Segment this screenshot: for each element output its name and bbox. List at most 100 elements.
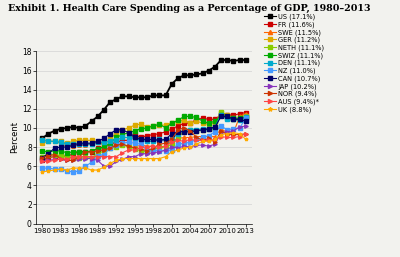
NETH (11.1%): [40, 155, 44, 158]
GER (11.2%): [237, 117, 242, 120]
NZ (11.0%): [120, 142, 125, 145]
SWIZ (11.1%): [102, 145, 106, 149]
AUS (9.4%)*: [83, 155, 88, 158]
NETH (11.1%): [188, 128, 193, 131]
UK (8.8%): [163, 155, 168, 158]
UK (8.8%): [176, 148, 180, 151]
SWIZ (11.1%): [120, 133, 125, 136]
SWIZ (11.1%): [46, 150, 51, 153]
CAN (10.7%): [71, 144, 76, 147]
NOR (9.4%): [244, 132, 248, 135]
AUS (9.4%)*: [169, 141, 174, 144]
Line: UK (8.8%): UK (8.8%): [40, 131, 248, 174]
NZ (11.0%): [46, 167, 51, 170]
DEN (11.1%): [132, 137, 137, 140]
DEN (11.1%): [219, 113, 224, 116]
AUS (9.4%)*: [120, 151, 125, 154]
DEN (11.1%): [64, 143, 69, 146]
NETH (11.1%): [163, 145, 168, 149]
JAP (10.2%): [219, 131, 224, 134]
SWE (11.5%): [219, 127, 224, 130]
SWIZ (11.1%): [225, 116, 230, 119]
US (17.1%): [40, 137, 44, 140]
NOR (9.4%): [46, 154, 51, 157]
NETH (11.1%): [219, 110, 224, 113]
SWIZ (11.1%): [145, 126, 150, 130]
Line: JAP (10.2%): JAP (10.2%): [40, 124, 248, 168]
NETH (11.1%): [95, 152, 100, 155]
DEN (11.1%): [244, 116, 248, 119]
GER (11.2%): [108, 138, 112, 141]
DEN (11.1%): [52, 140, 57, 143]
NZ (11.0%): [126, 141, 131, 144]
NOR (9.4%): [95, 149, 100, 152]
DEN (11.1%): [237, 119, 242, 122]
AUS (9.4%)*: [138, 145, 143, 149]
NETH (11.1%): [132, 148, 137, 151]
UK (8.8%): [244, 138, 248, 141]
DEN (11.1%): [188, 128, 193, 131]
DEN (11.1%): [126, 136, 131, 139]
DEN (11.1%): [102, 141, 106, 144]
GER (11.2%): [126, 126, 131, 130]
AUS (9.4%)*: [108, 155, 112, 158]
FR (11.6%): [182, 122, 186, 125]
GER (11.2%): [169, 122, 174, 125]
CAN (10.7%): [95, 140, 100, 143]
FR (11.6%): [194, 118, 199, 121]
NETH (11.1%): [126, 144, 131, 148]
FR (11.6%): [132, 133, 137, 136]
NOR (9.4%): [169, 138, 174, 141]
GER (11.2%): [52, 140, 57, 143]
SWIZ (11.1%): [176, 119, 180, 122]
AUS (9.4%)*: [114, 155, 119, 158]
CAN (10.7%): [169, 132, 174, 135]
GER (11.2%): [151, 124, 156, 127]
FR (11.6%): [206, 118, 211, 121]
US (17.1%): [126, 95, 131, 98]
SWIZ (11.1%): [132, 129, 137, 132]
NETH (11.1%): [194, 129, 199, 132]
NETH (11.1%): [89, 156, 94, 159]
JAP (10.2%): [138, 152, 143, 155]
UK (8.8%): [64, 169, 69, 172]
CAN (10.7%): [52, 146, 57, 150]
GER (11.2%): [176, 120, 180, 123]
UK (8.8%): [194, 143, 199, 146]
Legend: US (17.1%), FR (11.6%), SWE (11.5%), GER (11.2%), NETH (11.1%), SWIZ (11.1%), DE: US (17.1%), FR (11.6%), SWE (11.5%), GER…: [261, 11, 327, 115]
SWIZ (11.1%): [157, 123, 162, 126]
Line: NOR (9.4%): NOR (9.4%): [40, 126, 248, 162]
UK (8.8%): [138, 157, 143, 160]
CAN (10.7%): [40, 156, 44, 159]
CAN (10.7%): [83, 142, 88, 145]
US (17.1%): [145, 96, 150, 99]
SWIZ (11.1%): [163, 126, 168, 130]
DEN (11.1%): [40, 139, 44, 142]
DEN (11.1%): [231, 118, 236, 121]
DEN (11.1%): [46, 140, 51, 143]
NETH (11.1%): [108, 146, 112, 150]
SWE (11.5%): [40, 138, 44, 141]
FR (11.6%): [225, 113, 230, 116]
US (17.1%): [114, 98, 119, 101]
US (17.1%): [108, 100, 112, 104]
JAP (10.2%): [58, 158, 63, 161]
GER (11.2%): [64, 142, 69, 145]
FR (11.6%): [200, 117, 205, 120]
Y-axis label: Percent: Percent: [10, 122, 20, 153]
CAN (10.7%): [89, 142, 94, 145]
NOR (9.4%): [219, 129, 224, 132]
JAP (10.2%): [114, 160, 119, 163]
JAP (10.2%): [52, 158, 57, 161]
NOR (9.4%): [77, 155, 82, 158]
SWE (11.5%): [64, 144, 69, 148]
DEN (11.1%): [163, 139, 168, 142]
AUS (9.4%)*: [46, 160, 51, 163]
SWE (11.5%): [237, 115, 242, 118]
CAN (10.7%): [200, 128, 205, 131]
SWIZ (11.1%): [114, 136, 119, 139]
UK (8.8%): [206, 140, 211, 143]
AUS (9.4%)*: [151, 144, 156, 148]
US (17.1%): [157, 94, 162, 97]
US (17.1%): [83, 124, 88, 127]
